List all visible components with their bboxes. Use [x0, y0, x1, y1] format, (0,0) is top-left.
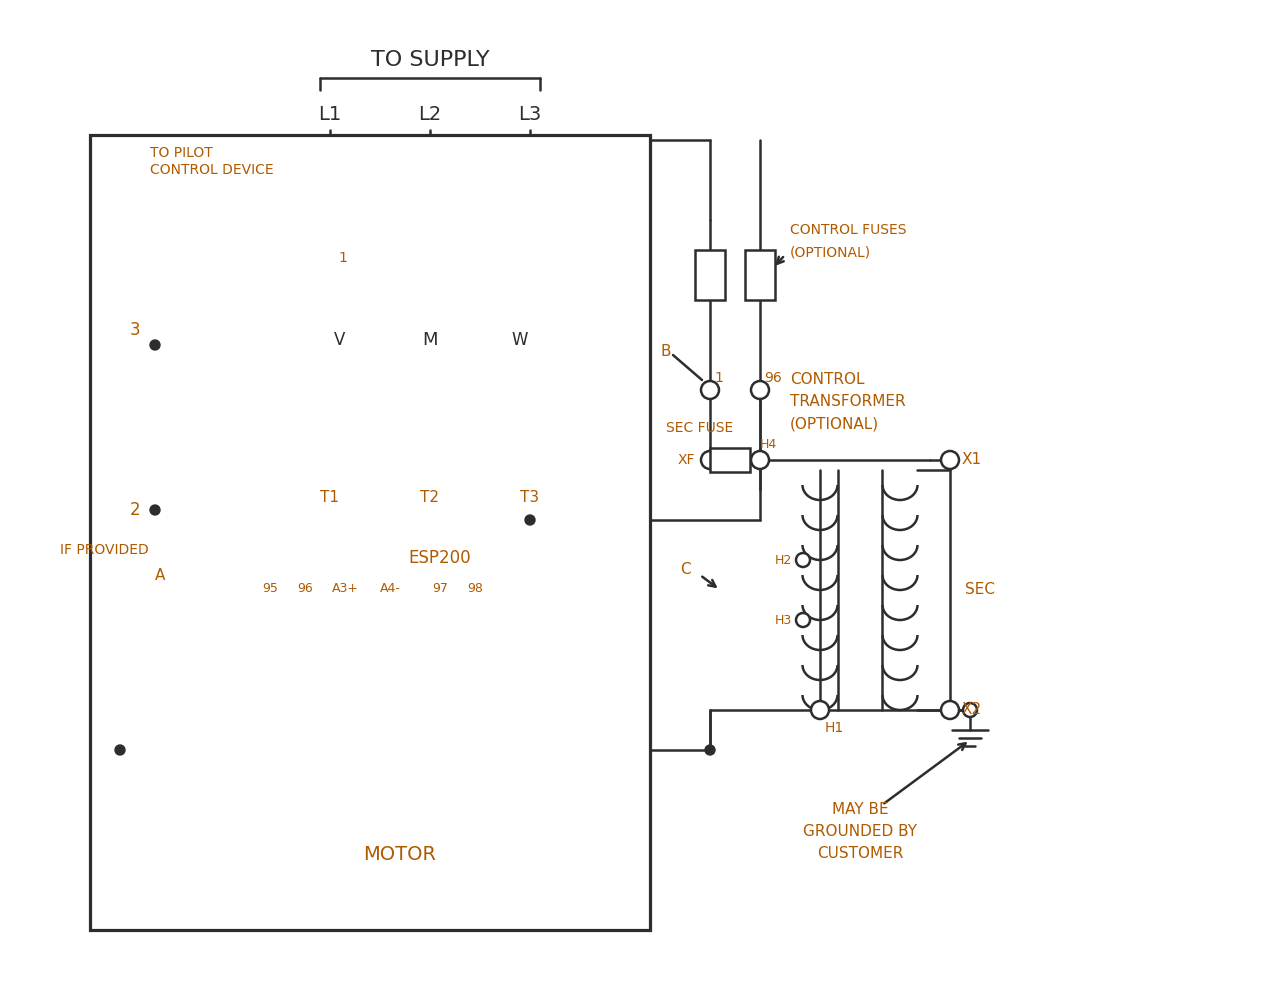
- Text: 1: 1: [714, 371, 723, 385]
- Circle shape: [301, 176, 319, 194]
- Circle shape: [261, 613, 279, 631]
- Circle shape: [796, 613, 810, 627]
- Text: H4: H4: [760, 438, 777, 451]
- Text: B: B: [660, 345, 671, 360]
- Circle shape: [705, 745, 716, 755]
- Circle shape: [963, 703, 977, 717]
- Circle shape: [520, 420, 540, 440]
- Circle shape: [525, 515, 535, 525]
- Text: ESP200: ESP200: [408, 549, 471, 567]
- Text: X2: X2: [963, 702, 982, 717]
- Bar: [241, 530, 640, 640]
- Circle shape: [320, 248, 340, 268]
- Circle shape: [941, 701, 959, 719]
- Text: H3: H3: [774, 614, 792, 626]
- Text: T2: T2: [421, 491, 439, 505]
- Text: L1: L1: [319, 105, 342, 124]
- Text: 96: 96: [297, 581, 312, 595]
- Circle shape: [366, 613, 384, 631]
- Circle shape: [812, 701, 829, 719]
- Text: 97: 97: [433, 581, 448, 595]
- Text: M: M: [422, 331, 438, 349]
- Circle shape: [420, 248, 440, 268]
- Text: A: A: [155, 567, 165, 582]
- Text: A4-: A4-: [380, 581, 401, 595]
- Text: W: W: [512, 331, 529, 349]
- Circle shape: [420, 212, 440, 232]
- Circle shape: [941, 451, 959, 469]
- Circle shape: [420, 420, 440, 440]
- Bar: [291, 300, 570, 380]
- Circle shape: [296, 613, 314, 631]
- Text: XF: XF: [677, 453, 695, 467]
- Circle shape: [150, 505, 160, 515]
- Circle shape: [301, 211, 319, 229]
- Text: 96: 96: [764, 371, 782, 385]
- Circle shape: [320, 212, 340, 232]
- Text: SEC: SEC: [965, 582, 995, 598]
- Text: (OPTIONAL): (OPTIONAL): [790, 245, 872, 259]
- Circle shape: [320, 420, 340, 440]
- Text: MOTOR: MOTOR: [364, 845, 436, 865]
- Text: CONTROL: CONTROL: [790, 372, 864, 387]
- Text: 98: 98: [467, 581, 483, 595]
- Text: T1: T1: [320, 491, 339, 505]
- Text: V: V: [334, 331, 346, 349]
- Text: 2: 2: [129, 501, 140, 519]
- Circle shape: [796, 553, 810, 567]
- Text: (OPTIONAL): (OPTIONAL): [790, 417, 879, 431]
- Text: T3: T3: [521, 491, 540, 505]
- Text: TO PILOT: TO PILOT: [150, 146, 212, 160]
- Bar: [710, 448, 750, 472]
- Text: 3: 3: [129, 321, 140, 339]
- Text: L2: L2: [419, 105, 442, 124]
- Text: MAY BE: MAY BE: [832, 803, 888, 818]
- Circle shape: [146, 501, 164, 519]
- Circle shape: [520, 460, 540, 480]
- Circle shape: [751, 381, 769, 399]
- Circle shape: [520, 212, 540, 232]
- Circle shape: [520, 248, 540, 268]
- Circle shape: [701, 451, 719, 469]
- Circle shape: [420, 460, 440, 480]
- Text: GROUNDED BY: GROUNDED BY: [803, 824, 916, 839]
- Bar: [745, 250, 774, 300]
- Circle shape: [500, 613, 518, 631]
- Circle shape: [751, 451, 769, 469]
- Circle shape: [406, 613, 424, 631]
- Text: TRANSFORMER: TRANSFORMER: [790, 395, 906, 410]
- Circle shape: [466, 613, 484, 631]
- Circle shape: [115, 745, 125, 755]
- Text: H2: H2: [774, 554, 792, 566]
- Text: CONTROL FUSES: CONTROL FUSES: [790, 223, 906, 237]
- Text: CONTROL DEVICE: CONTROL DEVICE: [150, 163, 274, 177]
- Text: C: C: [680, 562, 691, 577]
- Text: H1: H1: [826, 721, 845, 735]
- Text: CUSTOMER: CUSTOMER: [817, 846, 904, 862]
- Text: A3+: A3+: [332, 581, 358, 595]
- Circle shape: [320, 460, 340, 480]
- Text: TO SUPPLY: TO SUPPLY: [371, 50, 489, 70]
- Circle shape: [431, 613, 449, 631]
- Text: L3: L3: [518, 105, 541, 124]
- Circle shape: [150, 340, 160, 350]
- Circle shape: [146, 336, 164, 354]
- Circle shape: [325, 780, 475, 930]
- Text: 1: 1: [338, 251, 347, 265]
- Bar: [695, 250, 724, 300]
- Text: IF PROVIDED: IF PROVIDED: [60, 543, 148, 557]
- Circle shape: [701, 381, 719, 399]
- Text: 95: 95: [262, 581, 278, 595]
- Bar: [90, 135, 650, 930]
- Text: X1: X1: [963, 452, 982, 468]
- Circle shape: [326, 613, 344, 631]
- Text: SEC FUSE: SEC FUSE: [667, 421, 733, 435]
